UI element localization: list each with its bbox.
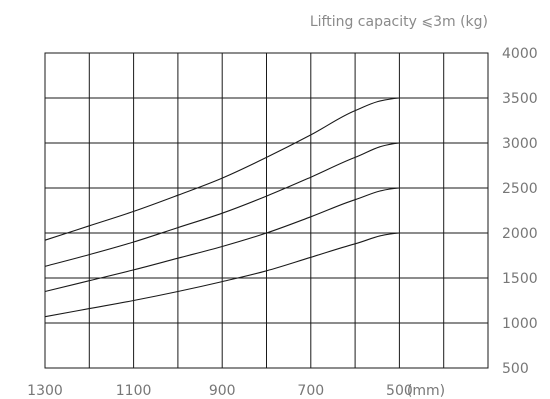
y-tick-label: 3000 bbox=[502, 136, 538, 152]
plot-frame bbox=[44, 52, 489, 369]
y-tick-label: 2000 bbox=[502, 226, 538, 242]
x-axis-unit-label: (mm) bbox=[407, 383, 445, 399]
x-tick-label: 1300 bbox=[27, 383, 63, 399]
series-line-2 bbox=[44, 142, 488, 267]
y-axis-title: Lifting capacity ⩽3m (kg) bbox=[310, 14, 488, 30]
series-line-4 bbox=[44, 232, 488, 318]
y-tick-label: 4000 bbox=[502, 46, 538, 62]
y-tick-label: 1500 bbox=[502, 271, 538, 287]
grid-layer bbox=[44, 52, 489, 369]
x-tick-label: 1100 bbox=[116, 383, 152, 399]
x-tick-label: 900 bbox=[209, 383, 236, 399]
x-tick-labels: 1300 1100 900 700 500 bbox=[27, 383, 413, 399]
y-tick-label: 500 bbox=[502, 361, 529, 377]
y-tick-label: 2500 bbox=[502, 181, 538, 197]
y-tick-labels: 4000 3500 3000 2500 2000 1500 1000 500 bbox=[502, 46, 538, 377]
y-tick-label: 1000 bbox=[502, 316, 538, 332]
series-line-3 bbox=[44, 187, 488, 293]
series-layer bbox=[44, 97, 488, 318]
x-tick-label: 700 bbox=[297, 383, 324, 399]
x-tick-label: 500 bbox=[386, 383, 413, 399]
series-line-1 bbox=[44, 97, 488, 241]
y-tick-label: 3500 bbox=[502, 91, 538, 107]
